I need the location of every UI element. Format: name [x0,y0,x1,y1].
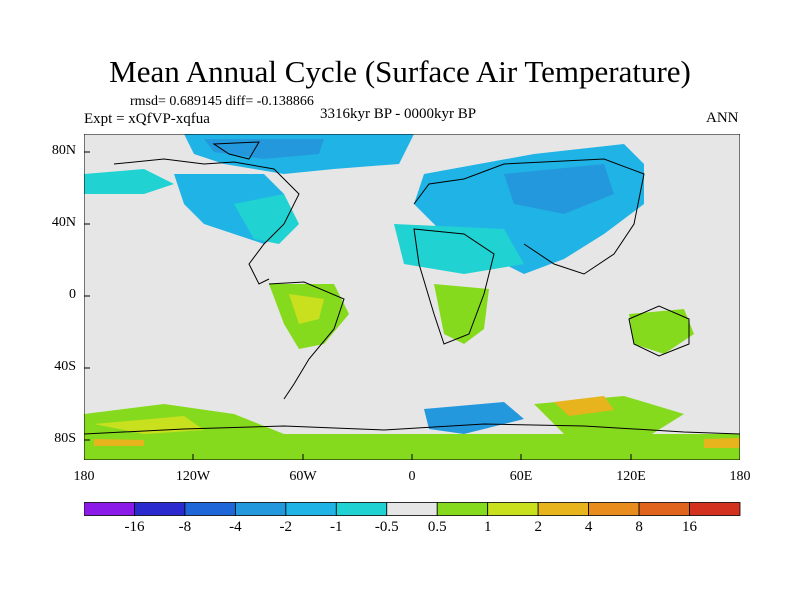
colorbar-label: 0.5 [427,519,447,535]
colorbar-label: 2 [534,519,542,535]
colorbar-label: -2 [279,519,293,535]
lon-label-120e: 120E [616,469,646,484]
season-label: ANN [706,110,739,126]
antarctica-band [84,434,740,460]
antarctica-coast [84,423,740,435]
colorbar-swatch [234,502,287,516]
colorbar-swatch [134,502,186,516]
siberia-cooling [504,164,614,214]
australia-coast [628,305,690,357]
map-ticks [84,151,632,460]
period-label: 3316kyr BP - 0000kyr BP [320,106,477,122]
colorbar-swatch [436,502,489,516]
coastlines [84,141,740,435]
australia-warming [629,309,694,354]
colorbar-label: 8 [635,519,643,535]
colorbar [84,502,741,516]
colorbar-swatch [537,502,590,516]
colorbar-swatch [588,502,640,516]
lon-label-180e: 180 [729,469,751,484]
colorbar-swatch [335,502,388,516]
colorbar-swatch [689,502,741,516]
lon-label-0: 0 [408,469,416,484]
amazon-warming [289,294,324,324]
antarctica-warming-east [704,438,740,448]
southern-ocean-warming-east-strong [554,396,614,416]
north-africa-cooling [394,224,524,274]
colorbar-swatch [487,502,539,516]
colorbar-label: -16 [124,519,145,535]
stats-text: rmsd= 0.689145 diff= -0.138866 [130,94,314,109]
world-map [84,134,740,460]
lat-label-40s: 40S [54,359,76,374]
lat-label-40n: 40N [51,215,76,230]
north-pacific-cooling [84,169,174,194]
anomaly-shading [84,134,740,460]
greenland-cooling [204,139,324,159]
lat-label-0: 0 [69,287,76,302]
south-america-coast [268,281,345,400]
colorbar-label: 4 [584,519,593,535]
lon-label-120w: 120W [175,469,211,484]
africa-coast [413,228,495,345]
colorbar-label: 1 [483,519,492,535]
colorbar-swatch [285,502,337,516]
eurasia-coast [413,158,645,275]
colorbar-swatch [184,502,236,516]
lat-label-80n: 80N [51,143,76,158]
colorbar-label: -0.5 [374,519,399,535]
colorbar-label: -1 [330,519,343,535]
greenland-coast [212,141,260,160]
colorbar-swatch [638,502,690,516]
lon-label-60e: 60E [509,469,533,484]
colorbar-swatch [84,502,135,516]
lat-label-80s: 80S [54,431,76,446]
plot-title: Mean Annual Cycle (Surface Air Temperatu… [109,54,691,89]
colorbar-swatch [386,502,438,516]
experiment-label: Expt = xQfVP-xqfua [84,111,210,127]
colorbar-label: -8 [178,519,192,535]
us-cooling [234,194,299,244]
lon-label-180w: 180 [73,469,95,484]
lon-label-60w: 60W [289,469,317,484]
colorbar-label: 16 [682,519,697,535]
north-america-coast [113,158,300,285]
africa-warming [434,284,489,344]
colorbar-label: -4 [229,519,242,535]
antarctica-warming-west [94,439,144,446]
